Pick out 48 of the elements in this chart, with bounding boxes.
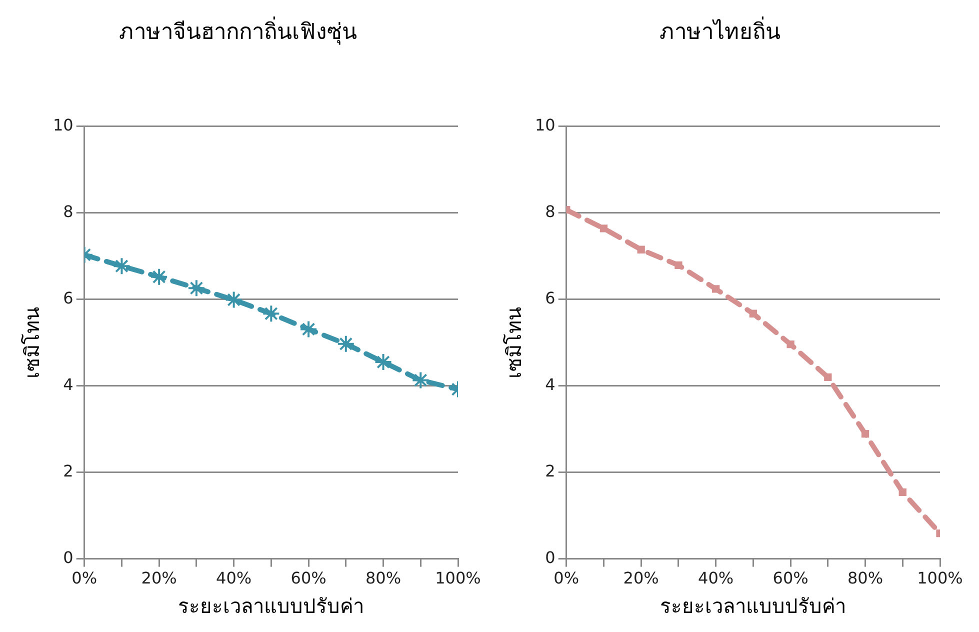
x-tick-label: 60%	[290, 568, 326, 588]
point	[674, 261, 682, 270]
y-tick-label: 6	[63, 288, 74, 308]
point	[224, 290, 243, 309]
y-tick-label: 8	[545, 202, 556, 222]
y-tick-label: 8	[63, 202, 74, 222]
x-axis-title: ระยะเวลาแบบปรับค่า	[178, 594, 364, 618]
y-tick-label: 4	[545, 374, 556, 394]
point	[637, 246, 645, 254]
y-tick-label: 4	[63, 374, 74, 394]
x-tick-label: 40%	[216, 568, 252, 588]
x-tick-label: 20%	[141, 568, 177, 588]
y-tick-label: 0	[63, 548, 74, 567]
x-tick-label: 80%	[847, 568, 884, 588]
x-tick-label: 100%	[435, 568, 481, 588]
y-axis-title: เซมิโทน	[20, 306, 44, 379]
y-tick-label: 2	[545, 461, 556, 480]
point	[898, 488, 906, 496]
y-tick-label: 10	[535, 116, 556, 135]
chart-title: ภาษาจีนฮากกาถิ่นเฟิงซุ่น	[119, 16, 357, 45]
point	[112, 257, 131, 276]
point	[861, 430, 870, 438]
point	[749, 310, 758, 318]
x-tick-label: 0%	[72, 568, 98, 588]
x-axis-title: ระยะเวลาแบบปรับค่า	[660, 594, 846, 618]
y-axis-title: เซมิโทน	[502, 306, 526, 379]
y-tick-label: 2	[63, 461, 74, 480]
point	[262, 304, 280, 323]
chart-title: ภาษาไทยถิ่น	[660, 16, 780, 45]
y-tick-label: 0	[545, 548, 556, 567]
y-tick-label: 10	[53, 116, 74, 135]
x-tick-label: 20%	[623, 568, 659, 588]
point	[786, 340, 794, 348]
point	[712, 285, 720, 293]
x-tick-label: 60%	[772, 568, 808, 588]
point	[336, 334, 355, 353]
y-tick-label: 6	[545, 288, 556, 308]
point	[600, 224, 608, 232]
point	[187, 279, 206, 298]
x-tick-label: 0%	[554, 568, 580, 588]
point	[150, 268, 168, 286]
point	[412, 371, 430, 390]
point	[300, 320, 318, 338]
point	[374, 353, 392, 372]
point	[824, 373, 832, 382]
x-tick-label: 100%	[917, 568, 963, 588]
x-tick-label: 40%	[698, 568, 734, 588]
x-tick-label: 80%	[365, 568, 402, 588]
